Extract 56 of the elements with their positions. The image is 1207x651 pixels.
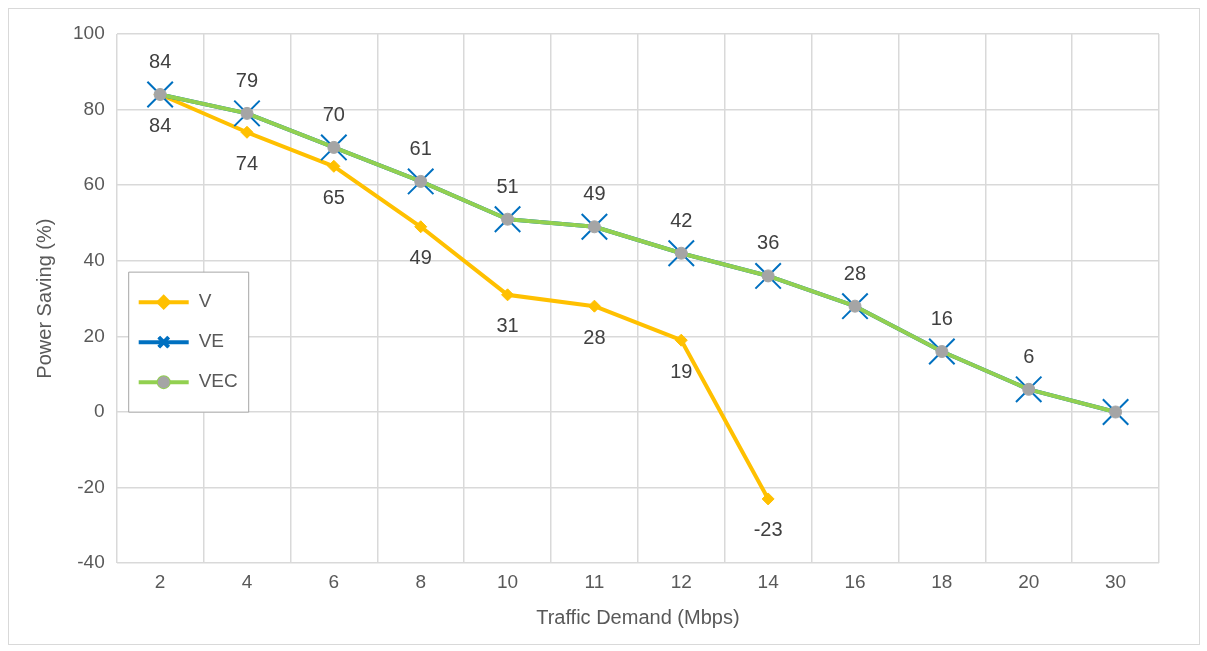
x-tick-label: 30 — [1105, 570, 1127, 592]
y-tick-label: 40 — [83, 249, 105, 271]
y-tick-label: 0 — [94, 400, 105, 422]
x-tick-label: 12 — [670, 570, 692, 592]
point — [406, 167, 435, 196]
data-label: 28 — [583, 325, 606, 348]
data-label: -23 — [753, 518, 783, 541]
point — [493, 205, 522, 233]
point — [240, 125, 254, 139]
y-tick-label: -20 — [77, 475, 105, 497]
y-tick-label: 20 — [83, 324, 105, 346]
data-label: 49 — [583, 182, 606, 205]
x-tick-label: 20 — [1018, 570, 1040, 592]
point — [761, 492, 775, 506]
x-tick-label: 18 — [931, 570, 953, 592]
y-tick-label: 60 — [83, 173, 105, 195]
data-label: 36 — [757, 231, 780, 254]
point — [587, 299, 601, 313]
point — [501, 288, 515, 302]
y-axis-title: Power Saving (%) — [32, 218, 55, 379]
y-tick-label: 100 — [73, 22, 105, 44]
data-label: 51 — [496, 174, 519, 197]
y-tick-label: 80 — [83, 97, 105, 119]
legend-label: VE — [198, 330, 225, 352]
data-label: 28 — [843, 261, 867, 284]
data-label: 65 — [322, 185, 345, 208]
x-axis-title: Traffic Demand (Mbps) — [536, 605, 740, 628]
point — [327, 159, 341, 173]
x-tick-label: 8 — [415, 570, 426, 592]
data-label: 61 — [409, 136, 432, 159]
legend-label: VEC — [198, 370, 238, 392]
legend-label: V — [198, 290, 212, 312]
data-label: 84 — [149, 50, 172, 72]
x-tick-label: 10 — [496, 570, 519, 592]
data-label: 84 — [149, 114, 172, 136]
point — [841, 292, 869, 320]
point — [674, 333, 688, 347]
data-label: 19 — [670, 359, 693, 382]
data-label: 42 — [670, 208, 693, 231]
x-tick-label: 14 — [757, 570, 780, 592]
point — [667, 239, 696, 267]
x-tick-label: 11 — [584, 570, 605, 592]
data-label: 49 — [409, 246, 432, 269]
x-tick-label: 6 — [328, 570, 340, 592]
x-tick-label: 4 — [241, 570, 253, 592]
point — [1101, 398, 1130, 426]
data-label: 31 — [496, 314, 519, 337]
point — [414, 220, 428, 234]
x-tick-label: 2 — [154, 570, 166, 592]
data-label: 74 — [235, 151, 259, 174]
x-tick-label: 16 — [844, 570, 866, 592]
data-label: 79 — [235, 68, 259, 91]
data-label: 6 — [1023, 344, 1035, 367]
y-tick-label: -40 — [77, 551, 105, 573]
data-label: 16 — [930, 307, 953, 330]
data-label: 70 — [322, 102, 345, 125]
